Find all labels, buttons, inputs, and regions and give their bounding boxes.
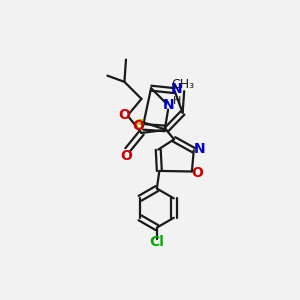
Text: N: N [170,82,182,96]
Text: O: O [118,108,130,122]
Text: N: N [194,142,205,156]
Text: O: O [191,166,203,180]
Text: H: H [172,97,181,106]
Text: O: O [132,119,144,133]
Text: Cl: Cl [149,236,164,249]
Text: N: N [162,98,174,112]
Text: CH₃: CH₃ [171,78,194,91]
Text: S: S [135,118,145,132]
Text: O: O [120,148,132,163]
